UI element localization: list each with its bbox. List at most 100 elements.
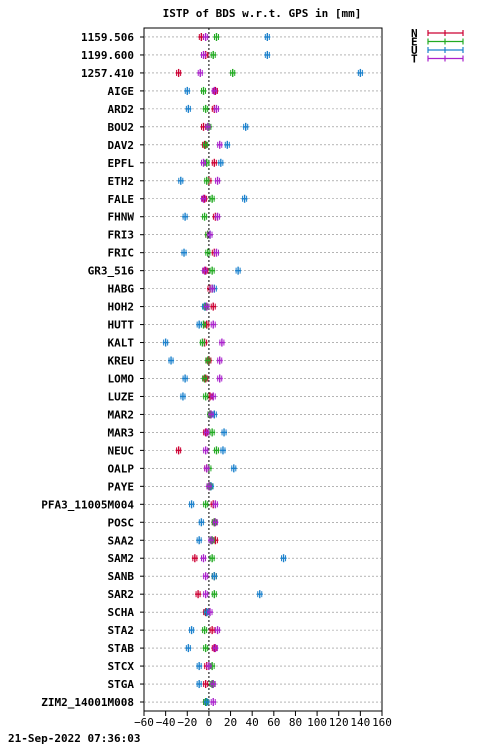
station-label: SCHA — [108, 606, 135, 619]
point-t — [211, 86, 218, 95]
point-u — [219, 446, 226, 455]
station-label: SAR2 — [108, 588, 135, 601]
x-tick-label: −20 — [177, 716, 197, 729]
station-label: DAV2 — [108, 139, 135, 152]
x-tick-label: 60 — [267, 716, 280, 729]
point-t — [202, 590, 209, 599]
x-axis: −60 −40 −20 0 20 40 60 80 100 120 140 160 — [134, 711, 392, 729]
station-label: LUZE — [108, 390, 135, 403]
point-e — [213, 32, 220, 41]
point-t — [208, 536, 215, 545]
point-u — [211, 572, 218, 581]
station-label: SAA2 — [108, 534, 135, 547]
point-t — [200, 194, 207, 203]
timestamp: 21-Sep-2022 07:36:03 — [8, 732, 141, 745]
point-u — [224, 140, 231, 149]
legend-label: N — [411, 27, 418, 40]
station-label: POSC — [108, 516, 135, 529]
point-u — [182, 212, 189, 221]
station-label: FHNW — [108, 211, 135, 224]
point-t — [218, 338, 225, 347]
point-u — [235, 266, 242, 275]
x-tick-label: 120 — [329, 716, 349, 729]
point-u — [242, 122, 249, 131]
point-u — [185, 644, 192, 653]
point-u — [177, 176, 184, 185]
point-u — [196, 680, 203, 689]
point-u — [184, 86, 191, 95]
point-t — [202, 446, 209, 455]
legend-label: T — [411, 53, 418, 66]
point-n — [211, 158, 218, 167]
point-u — [221, 428, 228, 437]
x-tick-label: 100 — [307, 716, 327, 729]
station-label: GR3_516 — [88, 265, 135, 278]
station-label: 1159.506 — [81, 31, 134, 44]
point-n — [175, 446, 182, 455]
station-label: STAB — [108, 642, 135, 655]
point-t — [209, 284, 216, 293]
point-t — [202, 32, 209, 41]
point-u — [181, 248, 188, 257]
station-label: NEUC — [108, 444, 135, 457]
point-u — [188, 626, 195, 635]
station-label: BOU2 — [108, 121, 135, 134]
station-label: ETH2 — [108, 175, 135, 188]
point-n — [195, 590, 202, 599]
station-label: PAYE — [108, 480, 135, 493]
point-t — [200, 158, 207, 167]
point-t — [214, 212, 221, 221]
station-label: 1257.410 — [81, 67, 134, 80]
station-label: FALE — [108, 193, 135, 206]
legend-label: U — [411, 44, 418, 57]
point-u — [188, 500, 195, 509]
station-label: HABG — [108, 283, 135, 296]
point-e — [209, 194, 216, 203]
point-t — [212, 518, 219, 527]
point-u — [256, 590, 263, 599]
point-t — [213, 104, 220, 113]
x-tick-label: −60 — [134, 716, 154, 729]
point-e — [229, 68, 236, 77]
point-u — [203, 698, 210, 707]
point-n — [202, 680, 209, 689]
point-t — [212, 500, 219, 509]
data-marks — [162, 32, 364, 707]
point-e — [201, 212, 208, 221]
point-e — [210, 50, 217, 59]
point-t — [200, 554, 207, 563]
x-tick-label: 20 — [224, 716, 237, 729]
station-label: STGA — [108, 678, 135, 691]
point-t — [204, 122, 211, 131]
point-u — [357, 68, 364, 77]
point-t — [210, 392, 217, 401]
grid-lines — [144, 28, 382, 711]
x-tick-label: 80 — [289, 716, 302, 729]
point-u — [230, 464, 237, 473]
point-e — [201, 374, 208, 383]
point-u — [196, 536, 203, 545]
legend-swatch — [427, 38, 464, 45]
station-label: MAR2 — [108, 408, 135, 421]
plot-border — [143, 27, 383, 712]
station-label: MAR3 — [108, 426, 135, 439]
point-n — [175, 68, 182, 77]
station-label: AIGE — [108, 85, 135, 98]
point-t — [216, 140, 223, 149]
station-label: ARD2 — [108, 103, 135, 116]
point-u — [162, 338, 169, 347]
x-tick-label: 40 — [246, 716, 259, 729]
point-t — [206, 608, 213, 617]
point-u — [241, 194, 248, 203]
point-t — [202, 572, 209, 581]
point-t — [213, 248, 220, 257]
point-n — [191, 554, 198, 563]
point-e — [202, 500, 209, 509]
point-e — [203, 176, 210, 185]
point-e — [202, 140, 209, 149]
point-t — [210, 698, 217, 707]
point-t — [216, 374, 223, 383]
point-t — [212, 644, 219, 653]
point-u — [264, 32, 271, 41]
